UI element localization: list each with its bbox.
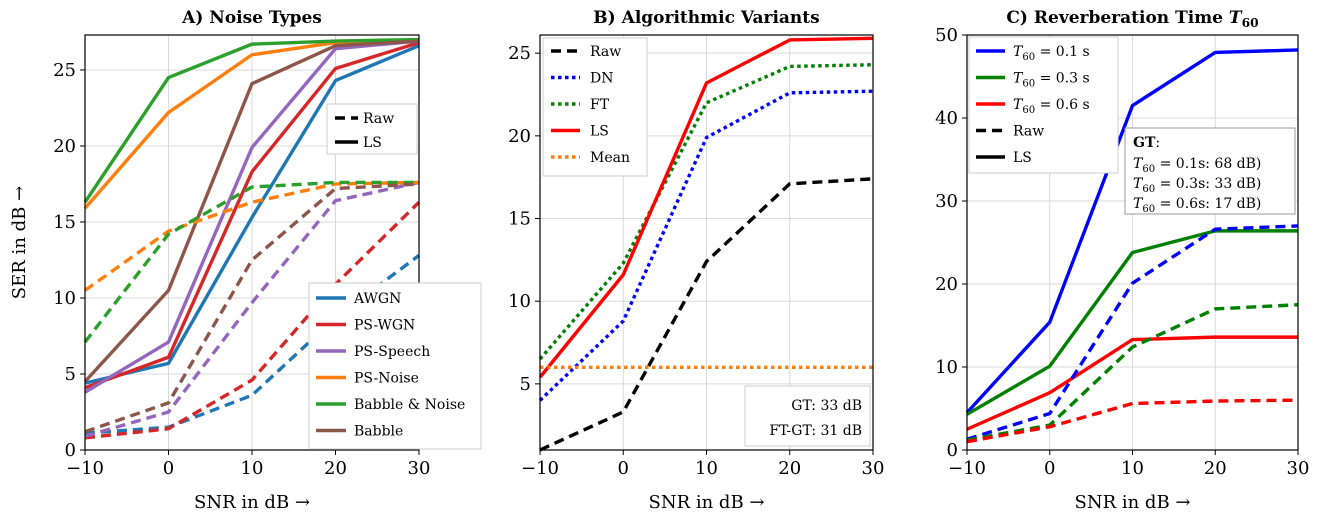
y-tick-label: 10 [53, 288, 76, 309]
legend-label: T60 = 0.6 s [1013, 97, 1090, 116]
x-tick-label: 20 [778, 458, 801, 479]
gt-box-line: T60 = 0.6s: 17 dB) [1133, 196, 1261, 215]
x-tick-label: 10 [241, 458, 264, 479]
y-tick-label: 15 [508, 209, 531, 230]
legend-label: AWGN [353, 291, 401, 307]
legend-label: Mean [590, 150, 630, 166]
series-line-dashed-10 [83, 180, 419, 344]
chart-title: A) Noise Types [181, 8, 322, 28]
legend-label: Babble [354, 424, 403, 440]
legend-label: PS-WGN [354, 318, 415, 334]
series-line-t60-0-3-s [966, 229, 1298, 416]
legend-label: Raw [1013, 124, 1044, 140]
series-line-dashed-11 [84, 182, 420, 434]
series-line-ls [538, 36, 874, 379]
style-legend-box [326, 103, 418, 155]
x-tick-label: 0 [163, 458, 174, 479]
series-line-dashed-5 [966, 398, 1299, 444]
series-line-raw [539, 177, 874, 452]
y-tick-label: 5 [65, 364, 76, 385]
chart-title: B) Algorithmic Variants [593, 8, 819, 28]
legend-label: PS-Speech [354, 344, 430, 360]
legend-label: DN [590, 71, 613, 87]
legend-label: T60 = 0.1 s [1013, 44, 1090, 63]
gt-box-line: T60 = 0.3s: 33 dB) [1133, 176, 1261, 195]
x-axis-label: SNR in dB → [1075, 492, 1191, 513]
series-line-t60-0-1-s [965, 48, 1299, 414]
series-line-ps-speech [84, 39, 420, 394]
series-line-dn [538, 89, 874, 402]
x-tick-label: 10 [695, 458, 718, 479]
chart-title: C) Reverberation Time T60 [1006, 8, 1258, 30]
x-tick-label: 20 [1204, 458, 1227, 479]
y-tick-label: 25 [53, 60, 76, 81]
gt-box-heading: GT: [1133, 135, 1160, 151]
gt-box-line: T60 = 0.1s: 68 dB) [1133, 156, 1261, 175]
y-tick-label: 0 [65, 440, 76, 461]
y-tick-label: 10 [935, 357, 958, 378]
legend-label: PS-Noise [354, 371, 419, 387]
y-tick-label: 50 [935, 25, 958, 46]
series-legend-box [308, 282, 482, 450]
legend-label: LS [590, 124, 609, 140]
y-tick-label: 30 [935, 191, 958, 212]
y-tick-label: 15 [53, 212, 76, 233]
y-tick-label: 10 [508, 291, 531, 312]
y-tick-label: 40 [935, 108, 958, 129]
y-tick-label: 0 [947, 440, 958, 461]
series-line-ps-wgn [84, 40, 420, 390]
series-line-t60-0-6-s [966, 335, 1298, 431]
series-line-dashed-8 [84, 180, 420, 438]
y-tick-label: 5 [520, 374, 531, 395]
legend-label: T60 = 0.3 s [1013, 71, 1090, 90]
y-tick-label: 25 [508, 43, 531, 64]
series-line-awgn [84, 44, 420, 385]
annotation-text: GT: 33 dB [791, 398, 862, 414]
x-tick-label: −10 [66, 458, 104, 479]
y-tick-label: 20 [53, 136, 76, 157]
x-tick-label: 10 [1121, 458, 1144, 479]
series-line-dashed-3 [966, 224, 1299, 441]
x-tick-label: 20 [324, 458, 347, 479]
x-axis-label: SNR in dB → [194, 492, 310, 513]
legend-label: FT [590, 97, 610, 113]
x-tick-label: 0 [1044, 458, 1055, 479]
y-tick-label: 20 [508, 126, 531, 147]
x-tick-label: 30 [1287, 458, 1310, 479]
x-tick-label: 30 [862, 458, 885, 479]
chart-panel-2: −10 0 10 20 30 5 10 15 20 25 SNR in dB → B) Algorit… [508, 8, 884, 513]
annotation-box [744, 385, 871, 447]
legend-label: Babble & Noise [354, 397, 465, 413]
x-tick-label: −10 [948, 458, 986, 479]
y-tick-label: 20 [935, 274, 958, 295]
x-axis-label: SNR in dB → [649, 492, 765, 513]
style-legend-label: LS [363, 135, 382, 151]
series-legend-box [542, 37, 648, 177]
series-line-dashed-7 [84, 201, 421, 440]
x-tick-label: −10 [521, 458, 559, 479]
series-line-babble [83, 39, 420, 383]
x-tick-label: 0 [618, 458, 629, 479]
legend-label: LS [1013, 150, 1032, 166]
annotation-text: FT-GT: 31 dB [769, 423, 862, 439]
style-legend-label: Raw [363, 111, 394, 127]
series-line-ft [538, 63, 874, 361]
legend-label: Raw [590, 44, 621, 60]
series-line-babble-noise [83, 37, 420, 204]
gt-box [1124, 127, 1296, 215]
x-tick-label: 30 [408, 458, 431, 479]
y-axis-label: SER in dB → [9, 186, 30, 299]
